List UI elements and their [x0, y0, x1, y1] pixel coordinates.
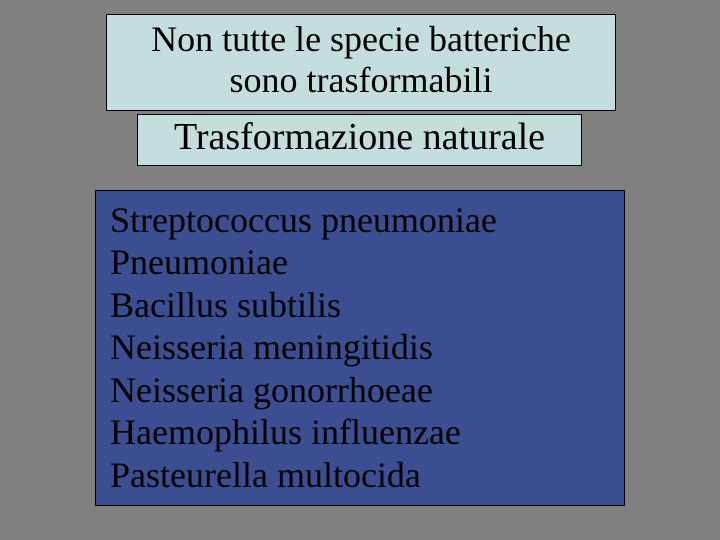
title-line-1: Non tutte le specie batteriche — [115, 19, 607, 60]
list-item: Neisseria gonorrhoeae — [110, 369, 610, 411]
title-box: Non tutte le specie batteriche sono tras… — [106, 14, 616, 111]
slide: Non tutte le specie batteriche sono tras… — [0, 0, 720, 540]
list-item: Pasteurella multocida — [110, 454, 610, 496]
list-item: Bacillus subtilis — [110, 284, 610, 326]
list-item: Neisseria meningitidis — [110, 326, 610, 368]
list-item: Pneumoniae — [110, 241, 610, 283]
species-list-box: Streptococcus pneumoniae Pneumoniae Baci… — [95, 190, 625, 506]
list-item: Haemophilus influenzae — [110, 411, 610, 453]
title-line-2: sono trasformabili — [115, 60, 607, 101]
list-item: Streptococcus pneumoniae — [110, 199, 610, 241]
subtitle-box: Trasformazione naturale — [137, 114, 582, 166]
subtitle-text: Trasformazione naturale — [146, 117, 573, 159]
